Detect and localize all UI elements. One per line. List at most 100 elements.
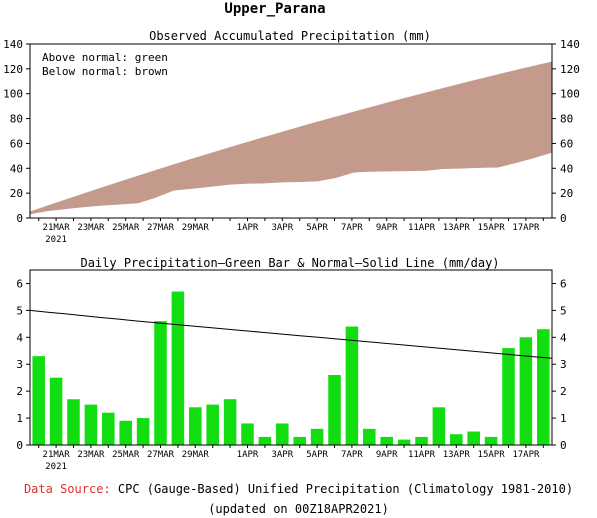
below-normal-area-segment [515, 65, 535, 164]
data-source-line: Data Source: CPC (Gauge-Based) Unified P… [0, 482, 597, 496]
daily-xtick-label: 27MAR [147, 450, 175, 460]
0-accum-ytick-label-right: 20 [560, 187, 573, 200]
daily-xtick-label: 15APR [478, 450, 506, 460]
accum-xtick-label: 1APR [237, 223, 259, 233]
below-normal-area-segment [47, 199, 67, 212]
daily-precip-bar [345, 326, 359, 445]
accum-xtick-label: 9APR [376, 223, 398, 233]
daily-xtick-label: 11APR [408, 450, 436, 460]
normal-precip-line [29, 309, 553, 359]
accumulated-y-axis-left: 0 20 40 60 80 100 120 140 [3, 38, 30, 225]
daily-precip-bar [363, 428, 376, 445]
accumulated-chart-title: Observed Accumulated Precipitation (mm) [149, 29, 431, 43]
1-daily-ytick-label-right: 6 [560, 277, 567, 290]
daily-precip-bar [397, 439, 411, 445]
daily-bars-layer [29, 291, 553, 445]
below-normal-area-segment [83, 187, 103, 208]
legend-below-normal: Below normal: brown [42, 65, 168, 78]
below-normal-area-segment [371, 101, 391, 172]
daily-precip-bar [310, 428, 324, 445]
0-accum-ytick-label-left: 140 [3, 38, 23, 51]
below-normal-area-segment [137, 169, 157, 204]
daily-xtick-label: 13APR [443, 450, 471, 460]
0-accum-ytick-label-right: 60 [560, 137, 573, 150]
data-source-text: CPC (Gauge-Based) Unified Precipitation … [117, 482, 574, 496]
daily-precip-bar [519, 337, 533, 445]
accum-xtick-label: 17APR [512, 223, 540, 233]
below-normal-area-segment [245, 136, 265, 184]
daily-precip-bar [189, 407, 202, 445]
below-normal-area-segment [29, 205, 49, 215]
daily-xtick-label: 21MAR [43, 450, 71, 460]
updated-line: (updated on 00Z18APR2021) [208, 502, 389, 516]
daily-xtick-label: 5APR [306, 450, 328, 460]
daily-precip-bar [32, 356, 45, 445]
0-accum-ytick-label-right: 140 [560, 38, 580, 51]
accumulated-chart: Observed Accumulated Precipitation (mm) … [3, 29, 580, 245]
below-normal-area-segment [461, 78, 481, 169]
below-normal-area-segment [155, 164, 175, 198]
daily-year-label: 2021 [45, 462, 67, 472]
below-normal-area-segment [353, 106, 373, 173]
below-normal-area-segment [479, 74, 499, 168]
below-normal-area-segment [443, 83, 463, 169]
0-accum-ytick-label-left: 100 [3, 88, 23, 101]
below-normal-area-segment [281, 126, 301, 183]
1-daily-ytick-label-left: 2 [16, 385, 23, 398]
daily-precip-bar [241, 423, 254, 445]
daily-precip-bar [84, 404, 98, 445]
daily-precip-bar [502, 348, 515, 445]
1-daily-ytick-label-right: 4 [560, 331, 567, 344]
daily-precip-bar [276, 423, 289, 445]
daily-chart-title: Daily Precipitation—Green Bar & Normal—S… [80, 256, 499, 270]
accumulated-area-layer [29, 61, 553, 215]
page-title: Upper_Parana [224, 1, 325, 17]
0-accum-ytick-label-left: 40 [10, 162, 23, 175]
daily-plot-frame [29, 269, 553, 446]
accum-xtick-label: 25MAR [112, 223, 140, 233]
below-normal-area-segment [65, 193, 85, 210]
daily-precip-bar [328, 375, 341, 445]
0-accum-ytick-label-right: 80 [560, 113, 573, 126]
below-normal-area-segment [497, 69, 517, 168]
1-daily-ytick-label-left: 6 [16, 277, 23, 290]
below-normal-area-segment [263, 131, 283, 184]
below-normal-area-segment [209, 147, 229, 187]
below-normal-area-segment [173, 158, 193, 191]
daily-precip-bar [102, 412, 115, 445]
daily-precip-bar [293, 436, 306, 445]
0-accum-ytick-label-right: 120 [560, 63, 580, 76]
daily-y-axis-right: 0 1 2 3 4 5 6 [552, 277, 567, 452]
1-daily-ytick-label-right: 5 [560, 304, 567, 317]
1-daily-ytick-label-left: 0 [16, 439, 23, 452]
accum-xtick-label: 21MAR [43, 223, 71, 233]
daily-precip-bar [154, 321, 167, 445]
0-accum-ytick-label-left: 0 [16, 212, 23, 225]
below-normal-area-segment [191, 153, 211, 189]
daily-precip-bar [119, 420, 132, 445]
below-normal-area-segment [533, 61, 553, 159]
accum-xtick-label: 7APR [341, 223, 363, 233]
accum-xtick-label: 13APR [443, 223, 471, 233]
daily-precip-bar [171, 291, 185, 445]
accum-xtick-label: 27MAR [147, 223, 175, 233]
below-normal-area-segment [101, 181, 121, 206]
daily-precip-bar [49, 377, 63, 445]
accum-xtick-label: 3APR [271, 223, 293, 233]
below-normal-area-segment [425, 87, 445, 171]
0-accum-ytick-label-left: 60 [10, 137, 23, 150]
accum-xtick-label: 5APR [306, 223, 328, 233]
daily-precip-bar [484, 436, 498, 445]
daily-xtick-label: 1APR [237, 450, 259, 460]
daily-precip-bar [537, 329, 550, 445]
below-normal-area-segment [335, 111, 355, 179]
below-normal-area-segment [227, 142, 247, 185]
accum-xtick-label: 23MAR [77, 223, 105, 233]
0-accum-ytick-label-left: 80 [10, 113, 23, 126]
below-normal-area-segment [407, 92, 427, 172]
daily-xtick-label: 7APR [341, 450, 363, 460]
daily-precip-bar [223, 399, 237, 445]
daily-precip-bar [380, 436, 393, 445]
daily-xtick-label: 9APR [376, 450, 398, 460]
